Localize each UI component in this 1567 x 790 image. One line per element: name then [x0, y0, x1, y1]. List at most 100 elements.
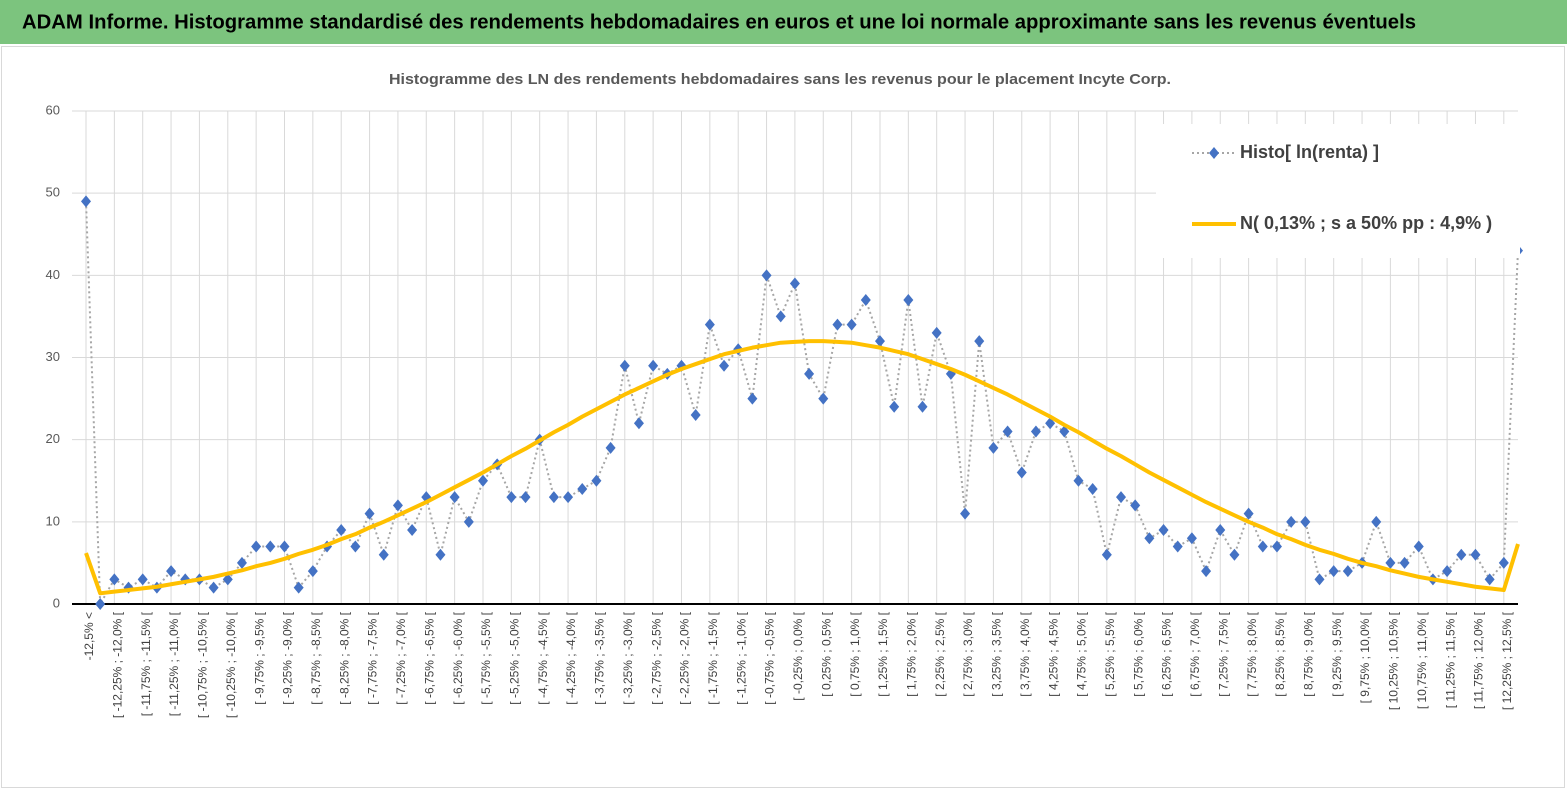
x-tick-label: [ -3,75% ; -3,5% [: [593, 611, 607, 704]
x-tick-label: [ -8,25% ; -8,0% [: [337, 611, 351, 704]
diamond-marker: [648, 359, 659, 372]
x-tick-label: [ -10,25% ; -10,0% [: [224, 611, 238, 718]
diamond-marker: [577, 482, 588, 495]
series-line: [85, 201, 1519, 608]
diamond-marker: [1144, 532, 1155, 545]
x-tick-label: [ 1,25% ; 1,5% [: [876, 611, 890, 696]
diamond-marker: [960, 507, 971, 520]
diamond-marker: [1229, 548, 1240, 561]
diamond-marker: [279, 540, 290, 553]
x-tick-label: [ 1,75% ; 2,0% [: [905, 611, 919, 696]
diamond-marker: [1158, 524, 1169, 537]
diamond-marker: [293, 581, 304, 594]
x-tick-label: [ -2,25% ; -2,0% [: [678, 611, 692, 704]
diamond-marker: [1300, 515, 1311, 528]
diamond-marker: [1371, 515, 1382, 528]
diamond-marker: [804, 367, 815, 380]
x-tick-label: [ -4,75% ; -4,5% [: [536, 611, 550, 704]
x-tick-label: [ -10,75% ; -10,5% [: [196, 611, 210, 718]
diamond-marker: [789, 277, 800, 290]
diamond-marker: [1002, 425, 1013, 438]
x-tick-label: [ 2,25% ; 2,5% [: [933, 611, 947, 696]
x-tick-label: [ 7,25% ; 7,5% [: [1216, 611, 1230, 696]
diamond-marker: [435, 548, 446, 561]
y-tick-label: 30: [46, 349, 60, 364]
x-tick-label: [ 5,25% ; 5,5% [: [1103, 611, 1117, 696]
diamond-marker: [1130, 499, 1141, 512]
y-tick-label: 10: [46, 513, 60, 528]
x-tick-label: [ -0,75% ; -0,5% [: [763, 611, 777, 704]
x-tick-label: [ -12,25% ; -12,0% [: [111, 611, 125, 718]
x-tick-label: [ -5,75% ; -5,5% [: [479, 611, 493, 704]
diamond-marker: [1172, 540, 1183, 553]
diamond-marker: [1399, 556, 1410, 569]
x-tick-label: [ -9,25% ; -9,0% [: [281, 611, 295, 704]
diamond-marker: [81, 195, 91, 208]
x-tick-label: [ -4,25% ; -4,0% [: [564, 611, 578, 704]
diamond-marker: [1442, 565, 1453, 578]
x-tick-label: [ 6,25% ; 6,5% [: [1160, 611, 1174, 696]
series-line: [84, 339, 1520, 596]
diamond-marker: [378, 548, 389, 561]
legend-label: N( 0,13% ; s a 50% pp : 4,9% ): [1240, 213, 1492, 233]
diamond-marker: [1257, 540, 1268, 553]
diamond-marker: [1201, 565, 1212, 578]
diamond-marker: [591, 474, 602, 487]
x-tick-label: [ -7,25% ; -7,0% [: [394, 611, 408, 704]
diamond-marker: [1116, 491, 1127, 504]
diamond-marker: [917, 400, 928, 413]
diamond-marker: [974, 335, 985, 348]
diamond-marker: [1484, 573, 1495, 586]
diamond-marker: [860, 293, 871, 306]
x-tick-label: [ 8,25% ; 8,5% [: [1273, 611, 1287, 696]
x-tick-label: [ -8,75% ; -8,5% [: [309, 611, 323, 704]
diamond-marker: [874, 335, 885, 348]
diamond-marker: [1087, 482, 1098, 495]
x-tick-label: [ 9,75% ; 10,0% [: [1358, 611, 1372, 703]
x-tick-label: [ 3,25% ; 3,5% [: [990, 611, 1004, 696]
x-tick-label: [ -0,25% ; 0,0% [: [791, 611, 805, 700]
x-tick-label: [ 6,75% ; 7,0% [: [1188, 611, 1202, 696]
legend-box: [1156, 124, 1520, 258]
diamond-marker: [605, 441, 616, 454]
diamond-marker: [832, 318, 843, 331]
y-tick-label: 0: [53, 595, 60, 610]
diamond-marker: [350, 540, 361, 553]
y-tick-label: 20: [46, 431, 60, 446]
x-tick-label: [ -9,75% ; -9,5% [: [252, 611, 266, 704]
diamond-marker: [931, 326, 942, 339]
diamond-marker: [903, 293, 914, 306]
diamond-marker: [1470, 548, 1481, 561]
x-tick-label: [ 10,25% ; 10,5% [: [1387, 611, 1401, 710]
diamond-marker: [818, 392, 829, 405]
diamond-marker: [449, 491, 460, 504]
diamond-marker: [109, 573, 120, 586]
diamond-marker: [1413, 540, 1424, 553]
diamond-marker: [520, 491, 531, 504]
x-tick-label: [ 7,75% ; 8,0% [: [1245, 611, 1259, 696]
diamond-marker: [463, 515, 474, 528]
diamond-marker: [690, 409, 701, 422]
diamond-marker: [506, 491, 517, 504]
diamond-marker: [1030, 425, 1041, 438]
diamond-marker: [988, 441, 999, 454]
header-title: ADAM Informe. Histogramme standardisé de…: [22, 11, 1416, 33]
diamond-marker: [137, 573, 148, 586]
x-tick-label: [ 10,75% ; 11,0% [: [1415, 611, 1429, 709]
legend-marker: [1209, 147, 1219, 159]
x-tick-label: [ -1,75% ; -1,5% [: [706, 611, 720, 704]
x-tick-label: [ 0,25% ; 0,5% [: [819, 611, 833, 696]
header-bar: [0, 0, 1567, 44]
diamond-marker: [364, 507, 375, 520]
x-tick-label: [ -2,75% ; -2,5% [: [649, 611, 663, 704]
x-tick-label: [ 4,75% ; 5,0% [: [1075, 611, 1089, 696]
diamond-marker: [889, 400, 900, 413]
x-tick-label: [ -6,75% ; -6,5% [: [422, 611, 436, 704]
diamond-marker: [846, 318, 857, 331]
x-tick-label: [ -11,75% ; -11,5% [: [139, 611, 153, 716]
y-tick-label: 50: [46, 185, 60, 200]
diamond-marker: [392, 499, 403, 512]
x-tick-label: -12,5% <: [82, 612, 96, 660]
diamond-marker: [236, 556, 247, 569]
